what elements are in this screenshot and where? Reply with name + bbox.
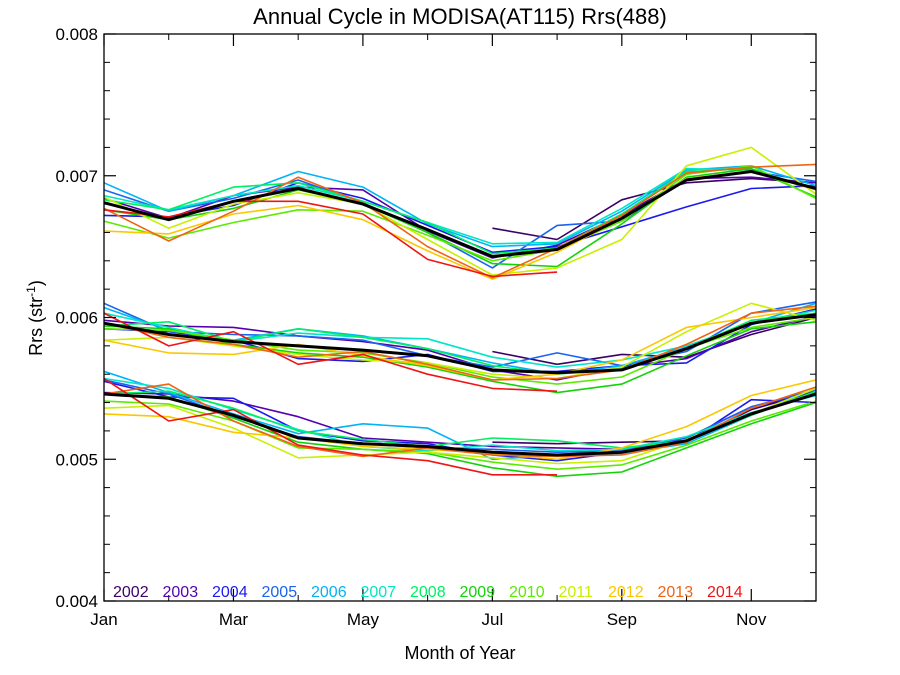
legend-entry-2010: 2010 — [509, 584, 545, 601]
legend-entry-2005: 2005 — [262, 584, 298, 601]
series-line-2010 — [103, 400, 817, 471]
series-line-2002 — [492, 441, 558, 445]
series-line-2002 — [492, 350, 558, 366]
series-line-2005 — [103, 170, 817, 269]
legend-entry-2009: 2009 — [460, 584, 496, 601]
mean-line — [103, 313, 817, 375]
legend-entry-2002: 2002 — [113, 584, 149, 601]
series-line-2010 — [103, 165, 817, 262]
plot-frame — [103, 33, 817, 602]
series-line-2007 — [103, 167, 817, 245]
legend-entry-2008: 2008 — [410, 584, 446, 601]
series-line-2014 — [103, 377, 558, 476]
series-line-2003 — [103, 176, 817, 259]
y-axis-label-close: ) — [26, 280, 46, 286]
legend-entry-2014: 2014 — [707, 584, 743, 601]
legend-entry-2006: 2006 — [311, 584, 347, 601]
series-line-2011 — [103, 146, 817, 276]
series-line-2003 — [103, 315, 817, 381]
y-axis-label: Rrs (str-1) — [24, 280, 46, 356]
series-line-2013 — [103, 163, 817, 279]
legend-entry-2011: 2011 — [559, 584, 594, 601]
legend-entry-2007: 2007 — [361, 584, 397, 601]
series-line-2002 — [492, 227, 558, 241]
legend: 2002 2003 2004 2005 2006 2007 2008 2009 2010 2011… — [113, 584, 743, 601]
y-tick-label: 0.007 — [55, 167, 98, 186]
series-line-2013 — [103, 305, 817, 381]
y-tick-label: 0.005 — [55, 450, 98, 469]
y-axis: 0.004 0.005 0.006 0.007 0.008 — [55, 25, 816, 611]
legend-entry-2003: 2003 — [163, 584, 199, 601]
series-line-2014 — [103, 312, 558, 392]
plot-lines — [103, 146, 817, 478]
y-axis-label-text: Rrs (str — [26, 297, 46, 356]
x-axis-label: Month of Year — [404, 643, 515, 663]
legend-entry-2004: 2004 — [212, 584, 248, 601]
x-tick-label: Jan — [90, 610, 117, 629]
x-tick-label: Jul — [481, 610, 503, 629]
x-axis: Jan Mar May Jul Sep Nov — [90, 34, 767, 629]
chart-title: Annual Cycle in MODISA(AT115) Rrs(488) — [253, 4, 667, 29]
series-line-2008 — [103, 167, 817, 255]
series-line-2002 — [556, 316, 817, 366]
y-tick-label: 0.004 — [55, 592, 98, 611]
y-tick-label: 0.008 — [55, 25, 98, 44]
legend-entry-2012: 2012 — [608, 584, 644, 601]
mean-line — [103, 170, 817, 258]
series-line-2009 — [103, 167, 817, 268]
x-tick-label: Sep — [607, 610, 637, 629]
y-tick-label: 0.006 — [55, 309, 98, 328]
legend-entry-2013: 2013 — [658, 584, 694, 601]
x-tick-label: Nov — [736, 610, 767, 629]
x-tick-label: Mar — [219, 610, 249, 629]
y-axis-label-superscript: -1 — [24, 286, 38, 297]
series-line-2002 — [556, 177, 817, 241]
x-tick-label: May — [347, 610, 380, 629]
series-line-2011 — [103, 302, 817, 380]
series-line-2014 — [103, 200, 558, 278]
series-line-2006 — [103, 370, 817, 461]
mean-line — [103, 392, 817, 457]
